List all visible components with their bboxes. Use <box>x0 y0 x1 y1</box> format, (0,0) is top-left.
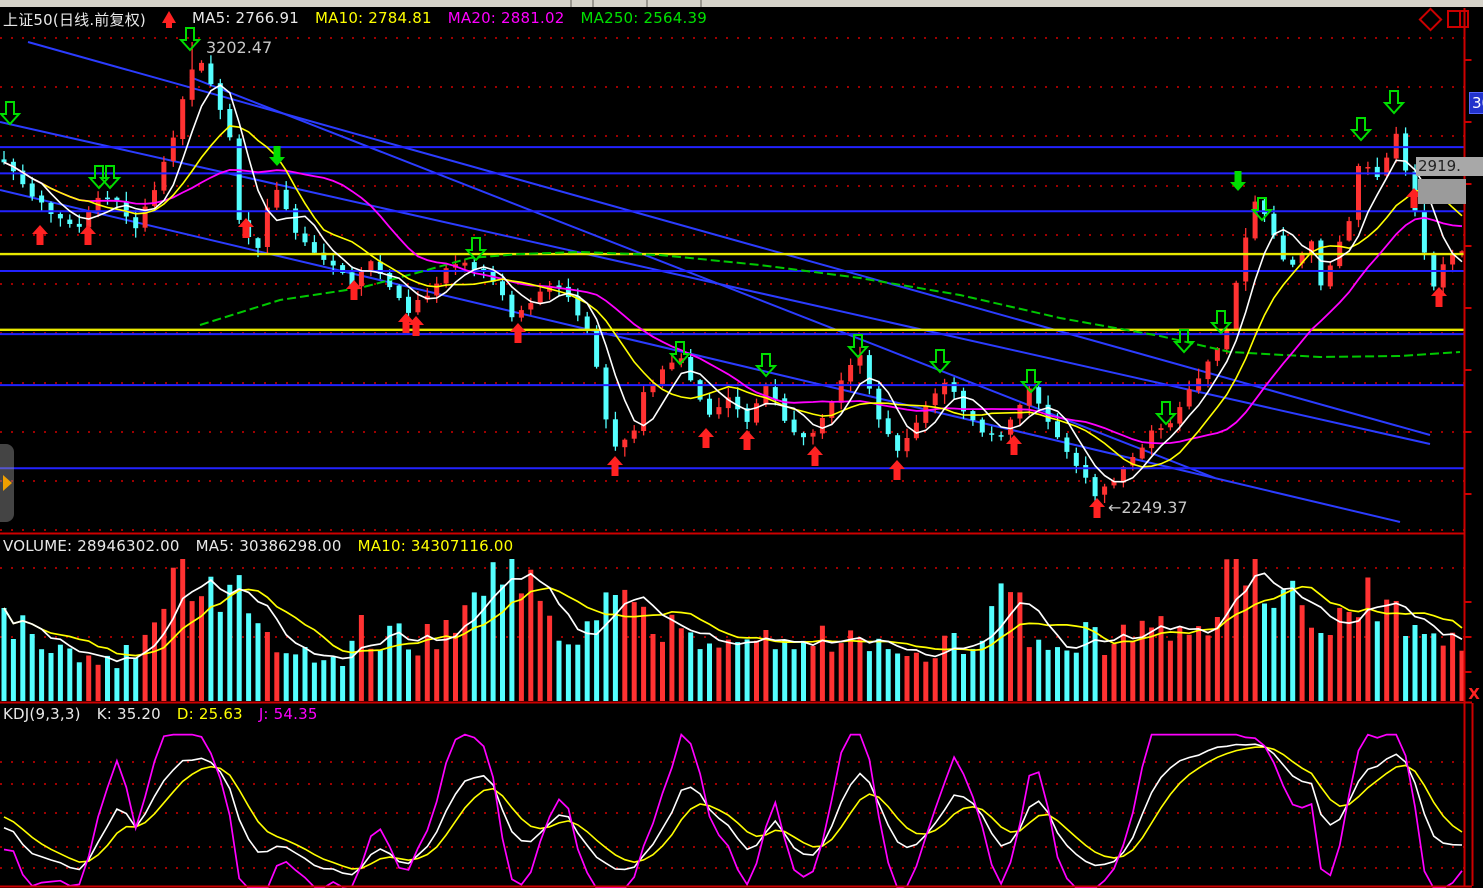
axis-price-tag: 30 <box>1469 92 1483 114</box>
peak-price-label: 3202.47 <box>206 38 273 57</box>
ma10-value: MA10: 2784.81 <box>314 9 432 27</box>
up-arrow-icon <box>161 11 176 28</box>
toolbar-separator <box>570 0 572 7</box>
symbol-title: 上证50(日线.前复权) <box>3 11 146 29</box>
chart-corner-controls <box>1418 6 1469 32</box>
toolbar-separator <box>646 0 648 7</box>
expand-arrow-icon <box>3 475 12 491</box>
volume-value: VOLUME: 28946302.00 <box>3 537 180 555</box>
ma5-value: MA5: 2766.91 <box>191 9 299 27</box>
main-chart-header: 上证50(日线.前复权) MA5: 2766.91 MA10: 2784.81 … <box>3 9 707 30</box>
kdj-k-value: K: 35.20 <box>96 705 161 723</box>
toolbar-separator <box>700 0 702 7</box>
volume-ma5-value: MA5: 30386298.00 <box>195 537 342 555</box>
sidebar-expand-handle[interactable] <box>0 444 14 522</box>
toolbar-separator <box>592 0 594 7</box>
current-price-tag: 2919. <box>1416 157 1483 176</box>
price-highlight-box <box>1418 179 1466 204</box>
volume-panel-header: VOLUME: 28946302.00 MA5: 30386298.00 MA1… <box>3 537 513 555</box>
volume-ma10-value: MA10: 34307116.00 <box>357 537 514 555</box>
kdj-j-value: J: 54.35 <box>258 705 318 723</box>
kdj-panel-header: KDJ(9,3,3) K: 35.20 D: 25.63 J: 54.35 <box>3 705 318 723</box>
kdj-name: KDJ(9,3,3) <box>3 705 81 723</box>
trough-price-label: ←2249.37 <box>1108 498 1188 517</box>
ma250-value: MA250: 2564.39 <box>580 9 707 27</box>
kdj-d-value: D: 25.63 <box>176 705 243 723</box>
split-pane-icon[interactable] <box>1447 10 1469 28</box>
ma20-value: MA20: 2881.02 <box>447 9 565 27</box>
window-titlebar-strip <box>0 0 1483 7</box>
diamond-marker-icon[interactable] <box>1418 6 1443 32</box>
close-indicator-button[interactable]: X <box>1468 685 1480 703</box>
